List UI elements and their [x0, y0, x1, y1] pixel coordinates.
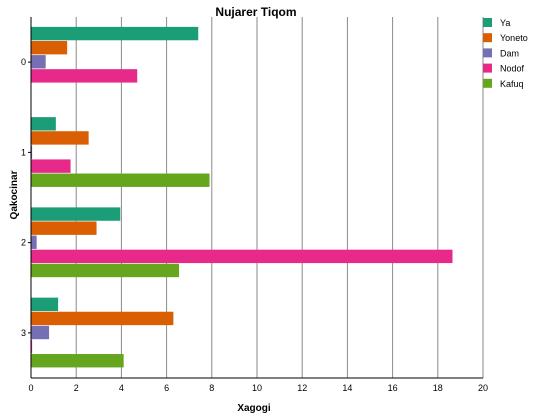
legend-swatch [483, 33, 492, 43]
legend-swatch [483, 18, 492, 27]
x-tick-label: 6 [164, 383, 169, 393]
x-tick-label: 8 [209, 383, 214, 393]
bar [31, 159, 71, 173]
bar [31, 339, 33, 354]
legend-label: Yoneto [500, 33, 528, 43]
bar [31, 26, 199, 41]
legend-label: Dam [500, 48, 519, 58]
bars [31, 26, 453, 368]
x-tick-label: 18 [433, 383, 443, 393]
bar [31, 311, 174, 326]
y-tick-label: 3 [21, 328, 26, 338]
x-tick-label: 10 [252, 383, 262, 393]
y-axis-title: Qakocinar [9, 170, 20, 219]
y-tick-label: 2 [21, 238, 26, 248]
bar [31, 207, 121, 221]
x-axis-title: Xagogi [237, 403, 271, 414]
bar [31, 235, 37, 249]
x-tick-label: 20 [478, 383, 488, 393]
bar [31, 55, 46, 69]
x-tick-label: 12 [297, 383, 307, 393]
bar [31, 354, 124, 368]
bar [31, 69, 138, 83]
legend-swatch [483, 48, 492, 58]
x-tick-label: 2 [74, 383, 79, 393]
legend-label: Kafuq [500, 79, 524, 89]
x-tick-label: 4 [119, 383, 124, 393]
y-tick-label: 0 [21, 57, 26, 67]
x-tick-label: 14 [342, 383, 352, 393]
legend-swatch [483, 78, 492, 88]
x-tick-label: 16 [388, 383, 398, 393]
y-tick-label: 1 [21, 147, 26, 157]
legend-label: Nodof [500, 64, 525, 74]
bar [31, 297, 59, 312]
bar [31, 325, 50, 340]
bar [31, 221, 97, 235]
chart-title: Nujarer Tiqom [215, 5, 296, 19]
x-tick-label: 0 [28, 383, 33, 393]
legend-label: Ya [500, 18, 510, 28]
bar [31, 131, 89, 145]
legend: Ya Yoneto Dam Nodof Kafuq [483, 18, 528, 89]
bar [31, 249, 453, 264]
legend-swatch [483, 63, 492, 73]
bar [31, 145, 33, 159]
x-ticks: 0 2 4 6 8 10 12 14 16 18 20 [28, 383, 488, 393]
bar [31, 40, 68, 55]
bar [31, 173, 210, 187]
bar [31, 117, 56, 131]
y-ticks: 0 1 2 3 [21, 57, 31, 338]
bar [31, 263, 180, 278]
